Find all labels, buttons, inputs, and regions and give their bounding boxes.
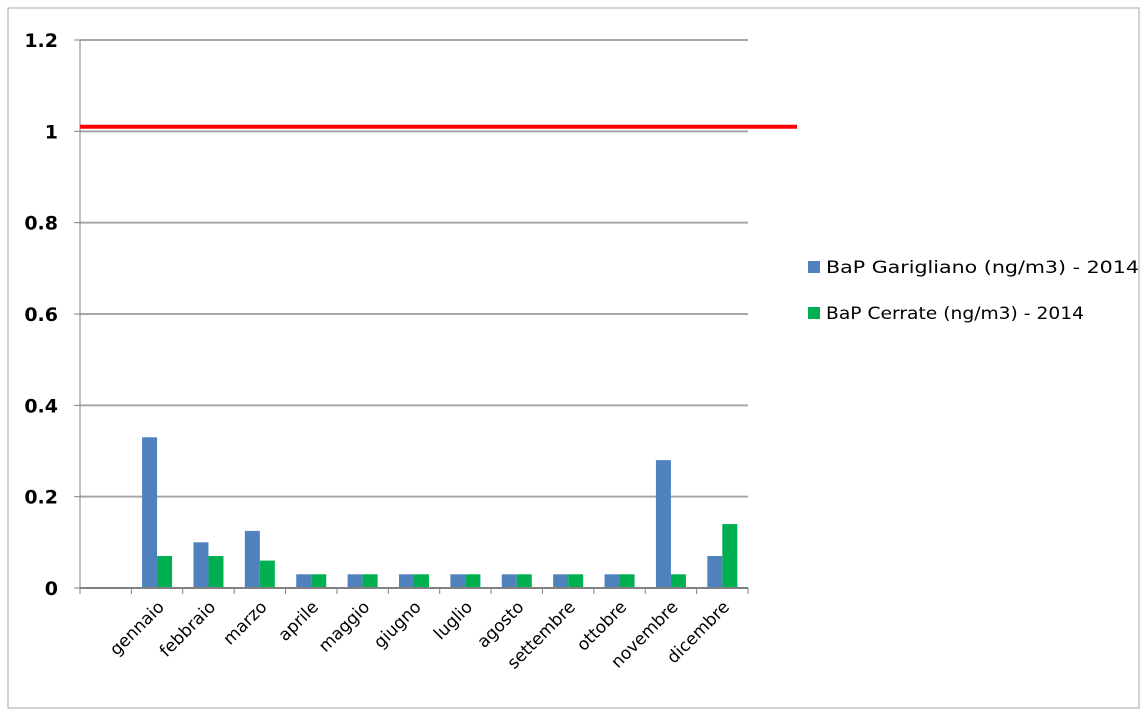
bar-settembre-series-1 xyxy=(553,574,569,588)
chart-border xyxy=(7,7,1140,709)
bar-dicembre-series-1 xyxy=(707,556,723,588)
bar-aprile-series-1 xyxy=(296,574,312,588)
legend-swatch-series-1 xyxy=(808,261,820,273)
legend-swatch-series-2 xyxy=(808,307,820,319)
bar-giugno-series-1 xyxy=(399,574,414,588)
bar-gennaio-series-2 xyxy=(157,556,173,588)
legend: BaP Garigliano (ng/m3) - 2014 BaP Cerrate… xyxy=(808,258,1139,324)
legend-label-series-1: BaP Garigliano (ng/m3) - 2014 xyxy=(826,258,1139,278)
bar-febbraio-series-2 xyxy=(208,556,224,588)
y-tick-label: 1 xyxy=(45,121,58,143)
bar-agosto-series-1 xyxy=(501,574,517,588)
y-tick-label: 1.2 xyxy=(24,30,58,52)
axes xyxy=(74,39,749,594)
bar-agosto-series-2 xyxy=(516,574,532,588)
bar-giugno-series-2 xyxy=(414,574,429,588)
grid-lines xyxy=(80,39,748,498)
bar-luglio-series-2 xyxy=(465,574,481,588)
bar-aprile-series-2 xyxy=(311,574,327,588)
bar-ottobre-series-2 xyxy=(619,574,635,588)
y-axis-tick-labels: 0 0.2 0.4 0.6 0.8 1 1.2 xyxy=(24,30,58,600)
bar-dicembre-series-2 xyxy=(722,524,738,588)
bar-marzo-series-2 xyxy=(259,560,275,588)
bar-settembre-series-2 xyxy=(568,574,584,588)
y-tick-label: 0.8 xyxy=(24,213,58,235)
bar-novembre-series-2 xyxy=(670,574,686,588)
bar-gennaio-series-1 xyxy=(142,437,158,588)
bar-ottobre-series-1 xyxy=(604,574,620,588)
y-tick-label: 0.6 xyxy=(24,304,58,326)
bar-luglio-series-1 xyxy=(450,574,466,588)
bar-marzo-series-1 xyxy=(244,530,260,588)
bar-maggio-series-2 xyxy=(362,574,378,588)
y-tick-label: 0.2 xyxy=(24,487,58,509)
bar-febbraio-series-1 xyxy=(193,542,209,588)
bar-maggio-series-1 xyxy=(347,574,363,588)
bars xyxy=(142,437,738,588)
y-tick-label: 0 xyxy=(45,578,58,600)
bar-novembre-series-1 xyxy=(655,460,671,588)
y-tick-label: 0.4 xyxy=(24,395,58,417)
legend-label-series-2: BaP Cerrate (ng/m3) - 2014 xyxy=(826,304,1084,324)
